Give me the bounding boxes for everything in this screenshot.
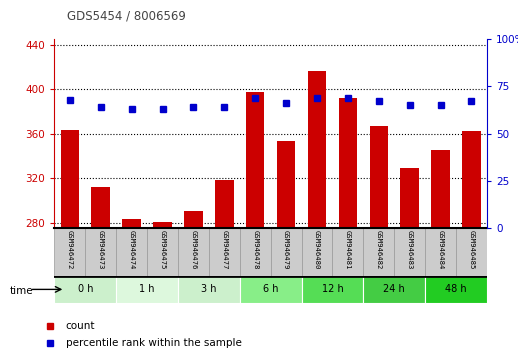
Bar	[92, 187, 110, 228]
Text: GSM946482: GSM946482	[376, 230, 382, 269]
Bar	[240, 228, 270, 276]
Bar	[270, 228, 301, 276]
Bar	[394, 228, 425, 276]
Bar	[400, 168, 419, 228]
Bar	[178, 228, 209, 276]
Bar	[240, 276, 301, 303]
Bar	[425, 276, 487, 303]
Text: time: time	[9, 286, 33, 296]
Text: GSM946484: GSM946484	[438, 230, 443, 269]
Text: GSM946475: GSM946475	[160, 230, 166, 269]
Text: GDS5454 / 8006569: GDS5454 / 8006569	[67, 10, 186, 22]
Bar	[122, 219, 141, 228]
Text: 12 h: 12 h	[322, 284, 343, 295]
Bar	[116, 228, 147, 276]
Bar	[301, 228, 333, 276]
Bar	[116, 276, 178, 303]
Text: GSM946485: GSM946485	[468, 230, 474, 269]
Bar	[425, 228, 456, 276]
Bar	[215, 181, 234, 228]
Bar	[431, 150, 450, 228]
Text: GSM946480: GSM946480	[314, 230, 320, 269]
Bar	[339, 98, 357, 228]
Text: 24 h: 24 h	[383, 284, 405, 295]
Bar	[308, 71, 326, 228]
Bar	[462, 131, 481, 228]
Text: GSM946473: GSM946473	[98, 230, 104, 269]
Bar	[147, 228, 178, 276]
Bar	[61, 130, 79, 228]
Text: GSM946477: GSM946477	[221, 230, 227, 269]
Bar	[85, 228, 116, 276]
Bar	[456, 228, 487, 276]
Bar	[153, 222, 172, 228]
Bar	[363, 276, 425, 303]
Text: count: count	[66, 321, 95, 331]
Bar	[369, 126, 388, 228]
Text: GSM946474: GSM946474	[128, 230, 135, 269]
Bar	[54, 228, 85, 276]
Text: 1 h: 1 h	[139, 284, 155, 295]
Text: percentile rank within the sample: percentile rank within the sample	[66, 338, 241, 348]
Text: GSM946472: GSM946472	[67, 230, 73, 269]
Bar	[184, 211, 203, 228]
Bar	[333, 228, 363, 276]
Text: 3 h: 3 h	[201, 284, 217, 295]
Bar	[301, 276, 363, 303]
Text: GSM946481: GSM946481	[345, 230, 351, 269]
Text: 6 h: 6 h	[263, 284, 278, 295]
Text: 48 h: 48 h	[445, 284, 467, 295]
Text: GSM946476: GSM946476	[191, 230, 196, 269]
Text: GSM946478: GSM946478	[252, 230, 258, 269]
Bar	[54, 276, 116, 303]
Text: 0 h: 0 h	[78, 284, 93, 295]
Bar	[277, 142, 295, 228]
Text: GSM946483: GSM946483	[407, 230, 413, 269]
Bar	[178, 276, 240, 303]
Text: GSM946479: GSM946479	[283, 230, 289, 269]
Bar	[363, 228, 394, 276]
Bar	[209, 228, 240, 276]
Bar	[246, 92, 265, 228]
